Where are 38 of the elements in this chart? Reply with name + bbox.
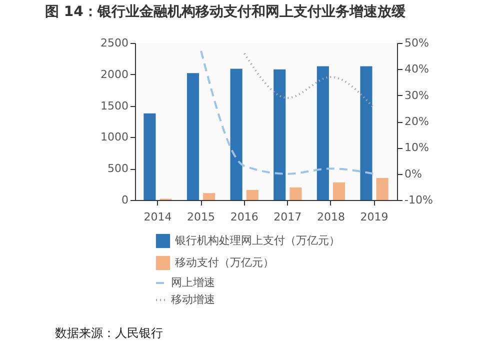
source-note: 数据来源：人民银行: [55, 326, 163, 340]
legend-label: 银行机构处理网上支付（万亿元）: [174, 234, 340, 247]
y-tick-label: 500: [108, 162, 128, 176]
bar: [230, 68, 242, 200]
bar: [274, 69, 286, 200]
bar: [290, 187, 302, 200]
bar: [186, 73, 200, 200]
y2-tick-label: 20%: [404, 115, 429, 128]
legend-label: 网上增速: [171, 276, 215, 289]
y2-tick-label: 50%: [404, 36, 429, 50]
y-tick-label: 1500: [100, 99, 128, 112]
bar: [316, 66, 329, 200]
x-tick-label: 2017: [274, 210, 302, 224]
x-tick-label: 2016: [230, 210, 258, 224]
x-tick-label: 2019: [360, 210, 388, 224]
chart-title: 图 14：银行业金融机构移动支付和网上支付业务增速放缓: [45, 4, 406, 20]
bar: [360, 66, 372, 200]
y2-tick-label: 0%: [404, 167, 422, 180]
legend-label: 移动支付（万亿元）: [175, 256, 274, 269]
y2-tick-label: 10%: [404, 141, 429, 154]
bar: [144, 113, 156, 200]
y2-tick-label: 30%: [404, 88, 429, 102]
x-tick-label: 2014: [144, 210, 172, 224]
bar: [246, 190, 258, 200]
y-tick-label: 2500: [100, 36, 128, 50]
x-tick-label: 2018: [316, 210, 345, 224]
y2-tick-label: -10%: [404, 194, 433, 206]
bar: [376, 178, 388, 200]
y-tick-label: 0: [122, 194, 128, 206]
y2-tick-label: 40%: [404, 62, 429, 76]
bar: [203, 193, 216, 200]
y-tick-label: 1000: [100, 130, 128, 144]
legend-label: 移动增速: [171, 293, 215, 306]
line-series: [243, 52, 376, 110]
x-tick-label: 2015: [187, 210, 216, 224]
y-tick-label: 2000: [100, 68, 128, 81]
line-series: [200, 50, 376, 175]
bar: [332, 182, 346, 200]
